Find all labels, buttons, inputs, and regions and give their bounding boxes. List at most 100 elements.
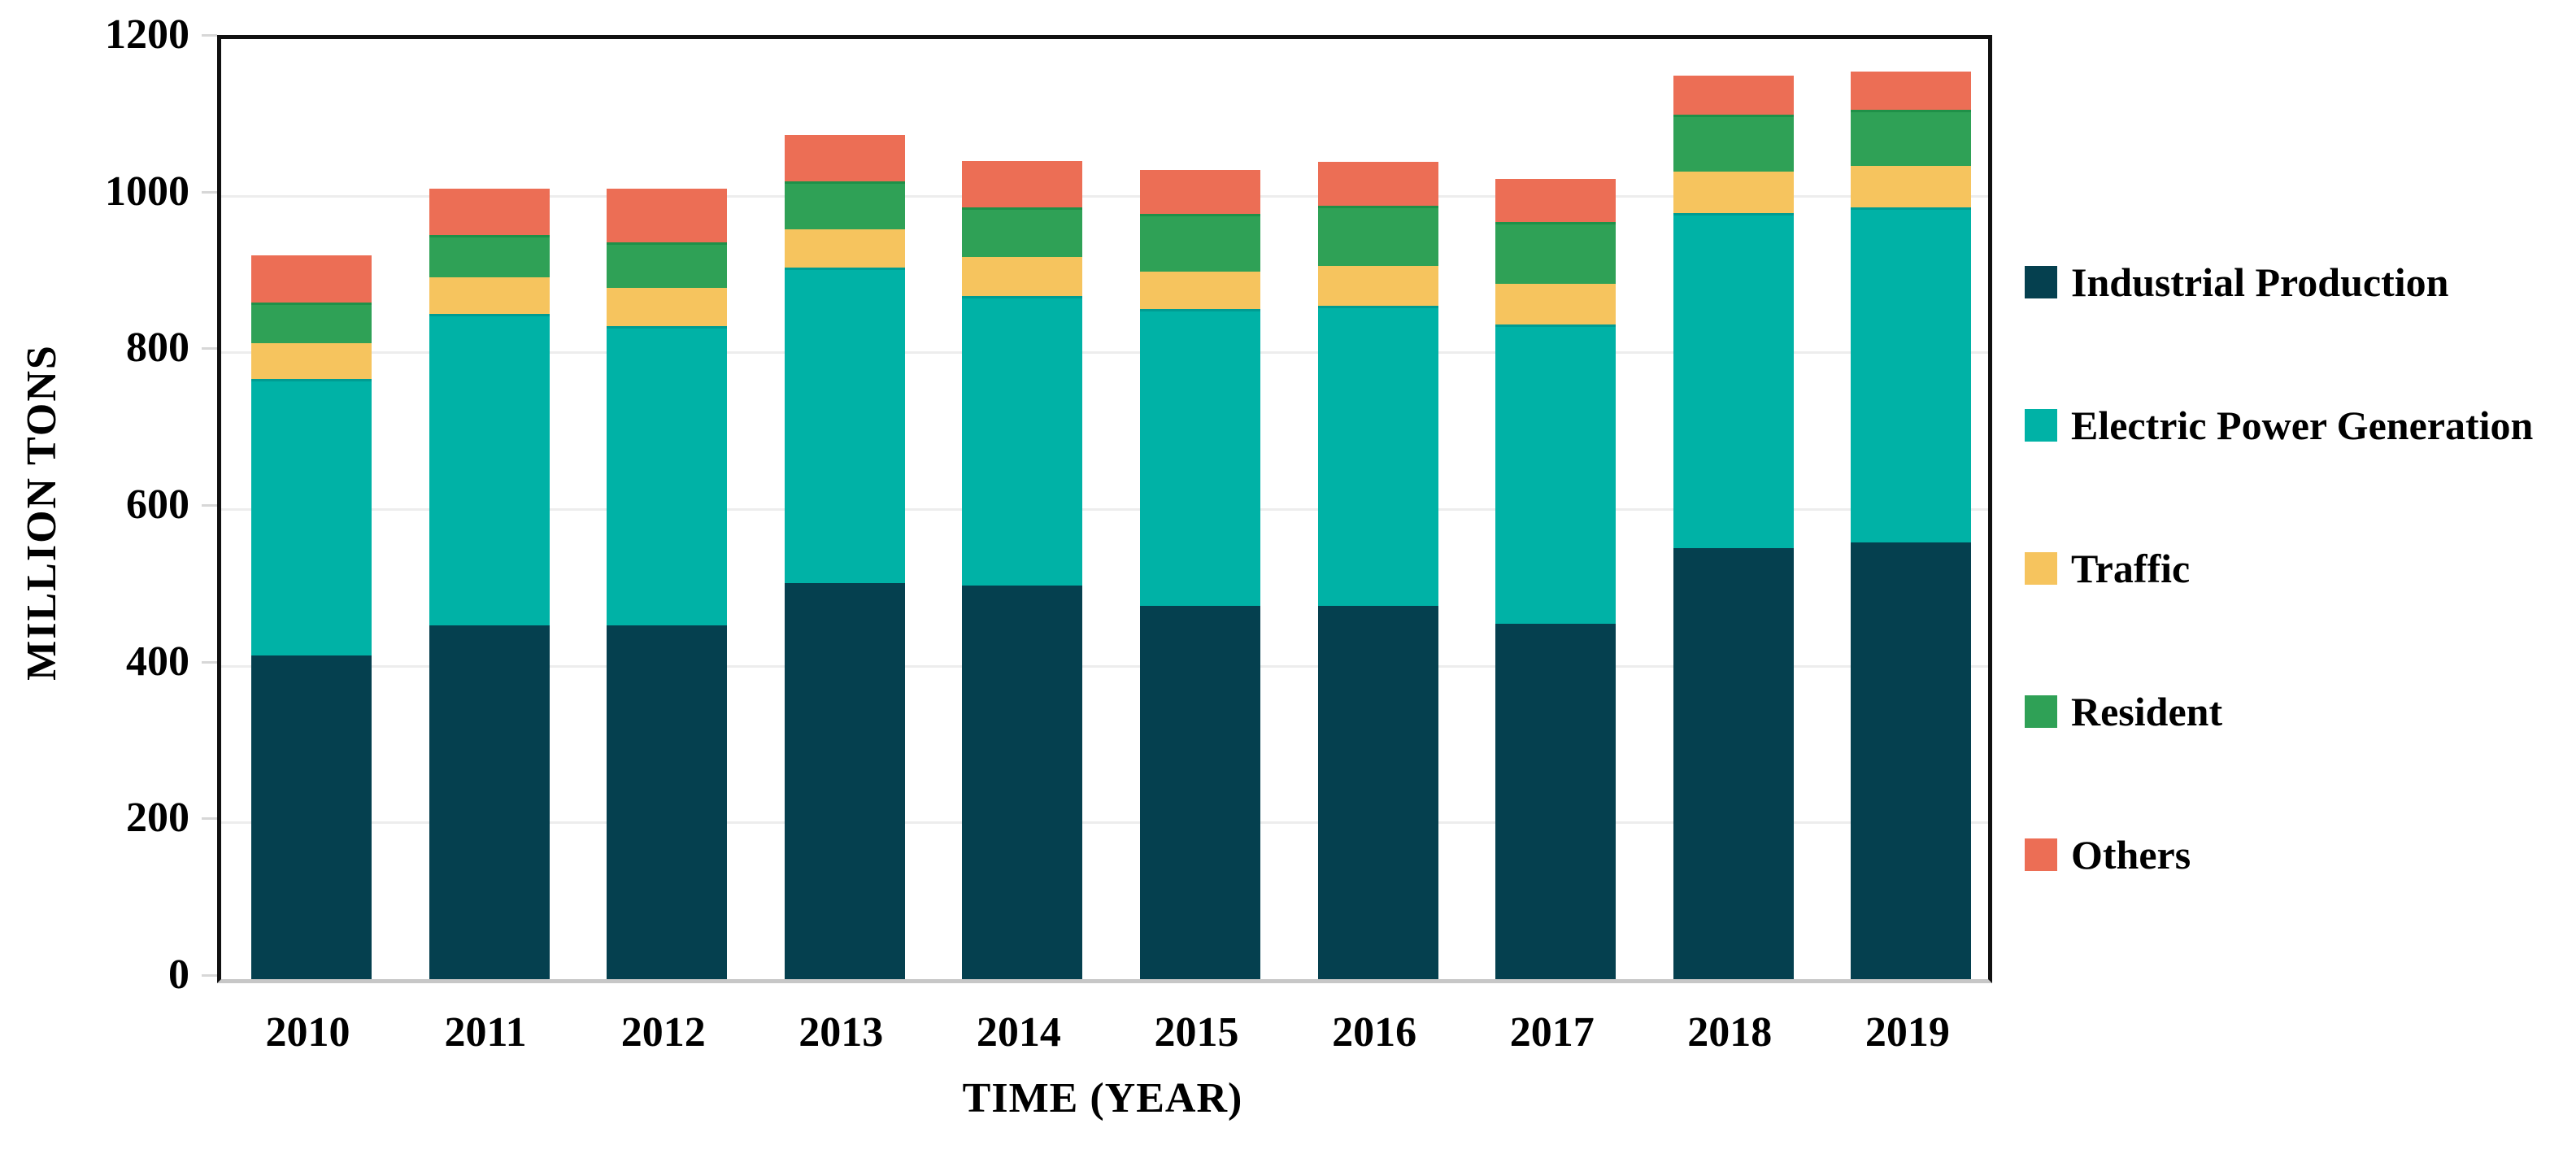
y-tick-400 (202, 660, 217, 664)
bar-segment-2017-electric-power-generation (1495, 324, 1617, 624)
y-axis-title: MILLION TONS (19, 344, 65, 681)
bar-2014 (962, 39, 1083, 979)
bar-segment-2016-industrial-production (1317, 605, 1438, 979)
gridline-800 (221, 351, 1988, 355)
plot-area (217, 35, 1992, 983)
bar-segment-2019-resident (1851, 109, 1972, 167)
bar-2013 (784, 39, 905, 979)
bar-2015 (1140, 39, 1260, 979)
bar-segment-2010-traffic (251, 342, 372, 380)
bar-segment-2014-industrial-production (962, 586, 1083, 979)
bar-segment-2010-electric-power-generation (251, 379, 372, 656)
bar-segment-2013-electric-power-generation (784, 268, 905, 583)
legend-item-resident: Resident (2025, 687, 2222, 736)
bar-segment-2016-others (1317, 162, 1438, 207)
legend-item-electric-power-generation: Electric Power Generation (2025, 401, 2533, 450)
x-axis-title: TIME (YEAR) (962, 1075, 1243, 1121)
bar-segment-2015-traffic (1140, 272, 1260, 310)
bar-segment-2011-resident (429, 234, 550, 277)
legend: Industrial Production Electric Power Gene… (2025, 0, 2576, 1154)
bar-segment-2018-industrial-production (1673, 548, 1794, 979)
bar-segment-2016-resident (1317, 206, 1438, 267)
legend-swatch-icon (2025, 552, 2057, 585)
bar-segment-2018-electric-power-generation (1673, 212, 1794, 549)
x-tick-label-2018: 2018 (1687, 1009, 1773, 1056)
legend-item-traffic: Traffic (2025, 544, 2190, 593)
bar-segment-2011-others (429, 189, 550, 235)
bar-2011 (429, 39, 550, 979)
bar-2017 (1495, 39, 1617, 979)
y-tick-label-600: 600 (126, 481, 189, 528)
bar-segment-2012-others (607, 189, 728, 243)
bar-segment-2014-others (962, 161, 1083, 208)
bar-segment-2018-traffic (1673, 171, 1794, 213)
y-tick-200 (202, 817, 217, 821)
bar-segment-2018-others (1673, 76, 1794, 115)
bar-2018 (1673, 39, 1794, 979)
x-tick-label-2011: 2011 (444, 1009, 527, 1056)
x-tick-label-2015: 2015 (1154, 1009, 1239, 1056)
bar-segment-2019-industrial-production (1851, 542, 1972, 979)
legend-label: Industrial Production (2071, 259, 2449, 305)
bar-segment-2013-traffic (784, 229, 905, 268)
bar-segment-2017-others (1495, 179, 1617, 223)
y-tick-label-800: 800 (126, 324, 189, 372)
bar-2016 (1317, 39, 1438, 979)
bar-segment-2013-resident (784, 181, 905, 230)
bar-segment-2010-others (251, 255, 372, 303)
bar-segment-2012-electric-power-generation (607, 325, 728, 625)
y-tick-label-0: 0 (168, 952, 189, 998)
x-tick-label-2014: 2014 (976, 1009, 1061, 1056)
bar-segment-2012-industrial-production (607, 625, 728, 979)
bar-segment-2018-resident (1673, 115, 1794, 172)
legend-label: Traffic (2071, 546, 2191, 591)
y-tick-0 (202, 974, 217, 977)
y-tick-label-1000: 1000 (105, 168, 189, 215)
bar-segment-2019-traffic (1851, 166, 1972, 208)
x-tick-label-2017: 2017 (1509, 1009, 1595, 1056)
legend-item-industrial-production: Industrial Production (2025, 258, 2448, 307)
bar-segment-2017-resident (1495, 222, 1617, 284)
y-tick-1000 (202, 190, 217, 194)
bar-segment-2010-resident (251, 302, 372, 343)
legend-label: Others (2071, 832, 2191, 877)
bar-segment-2011-electric-power-generation (429, 314, 550, 625)
legend-item-others: Others (2025, 830, 2191, 879)
bar-segment-2015-others (1140, 169, 1260, 214)
bar-segment-2014-electric-power-generation (962, 296, 1083, 586)
bar-segment-2015-industrial-production (1140, 605, 1260, 979)
bar-2012 (607, 39, 728, 979)
x-tick-label-2010: 2010 (265, 1009, 350, 1056)
legend-swatch-icon (2025, 838, 2057, 871)
bar-segment-2012-resident (607, 242, 728, 289)
x-tick-label-2013: 2013 (798, 1009, 884, 1056)
x-tick-label-2019: 2019 (1865, 1009, 1950, 1056)
gridline-200 (221, 821, 1988, 825)
legend-label: Electric Power Generation (2071, 403, 2534, 448)
gridline-400 (221, 664, 1988, 668)
bar-segment-2019-others (1851, 72, 1972, 110)
bar-2019 (1851, 39, 1972, 979)
y-tick-label-1200: 1200 (105, 11, 189, 58)
bar-segment-2016-traffic (1317, 266, 1438, 306)
bar-segment-2011-industrial-production (429, 625, 550, 979)
y-tick-label-400: 400 (126, 638, 189, 685)
bar-segment-2014-traffic (962, 256, 1083, 296)
legend-label: Resident (2071, 689, 2223, 734)
legend-swatch-icon (2025, 409, 2057, 442)
bar-segment-2016-electric-power-generation (1317, 305, 1438, 606)
bar-segment-2013-others (784, 134, 905, 182)
gridline-1000 (221, 194, 1988, 198)
y-tick-600 (202, 504, 217, 507)
bar-segment-2015-resident (1140, 213, 1260, 272)
bar-segment-2010-industrial-production (251, 655, 372, 979)
gridline-600 (221, 508, 1988, 511)
bar-segment-2014-resident (962, 207, 1083, 257)
bar-segment-2011-traffic (429, 277, 550, 315)
y-tick-label-200: 200 (126, 795, 189, 842)
bar-segment-2017-industrial-production (1495, 623, 1617, 979)
bar-segment-2017-traffic (1495, 283, 1617, 324)
legend-swatch-icon (2025, 266, 2057, 298)
bar-segment-2015-electric-power-generation (1140, 309, 1260, 606)
